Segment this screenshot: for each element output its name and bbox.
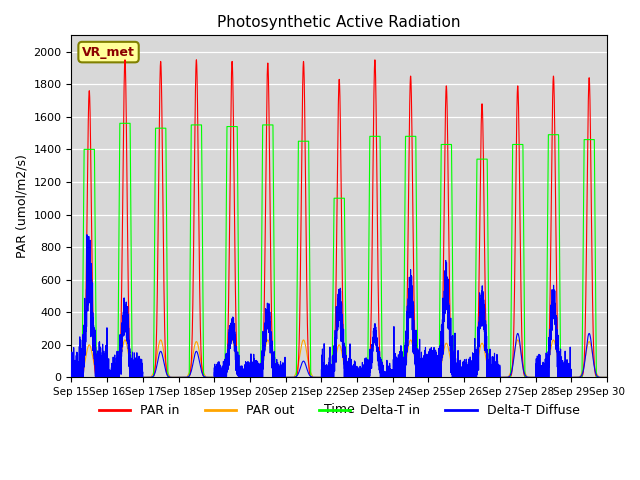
Y-axis label: PAR (umol/m2/s): PAR (umol/m2/s): [15, 155, 28, 258]
Legend: PAR in, PAR out, Delta-T in, Delta-T Diffuse: PAR in, PAR out, Delta-T in, Delta-T Dif…: [94, 399, 584, 422]
Text: VR_met: VR_met: [82, 46, 135, 59]
X-axis label: Time: Time: [324, 403, 355, 416]
Title: Photosynthetic Active Radiation: Photosynthetic Active Radiation: [218, 15, 461, 30]
